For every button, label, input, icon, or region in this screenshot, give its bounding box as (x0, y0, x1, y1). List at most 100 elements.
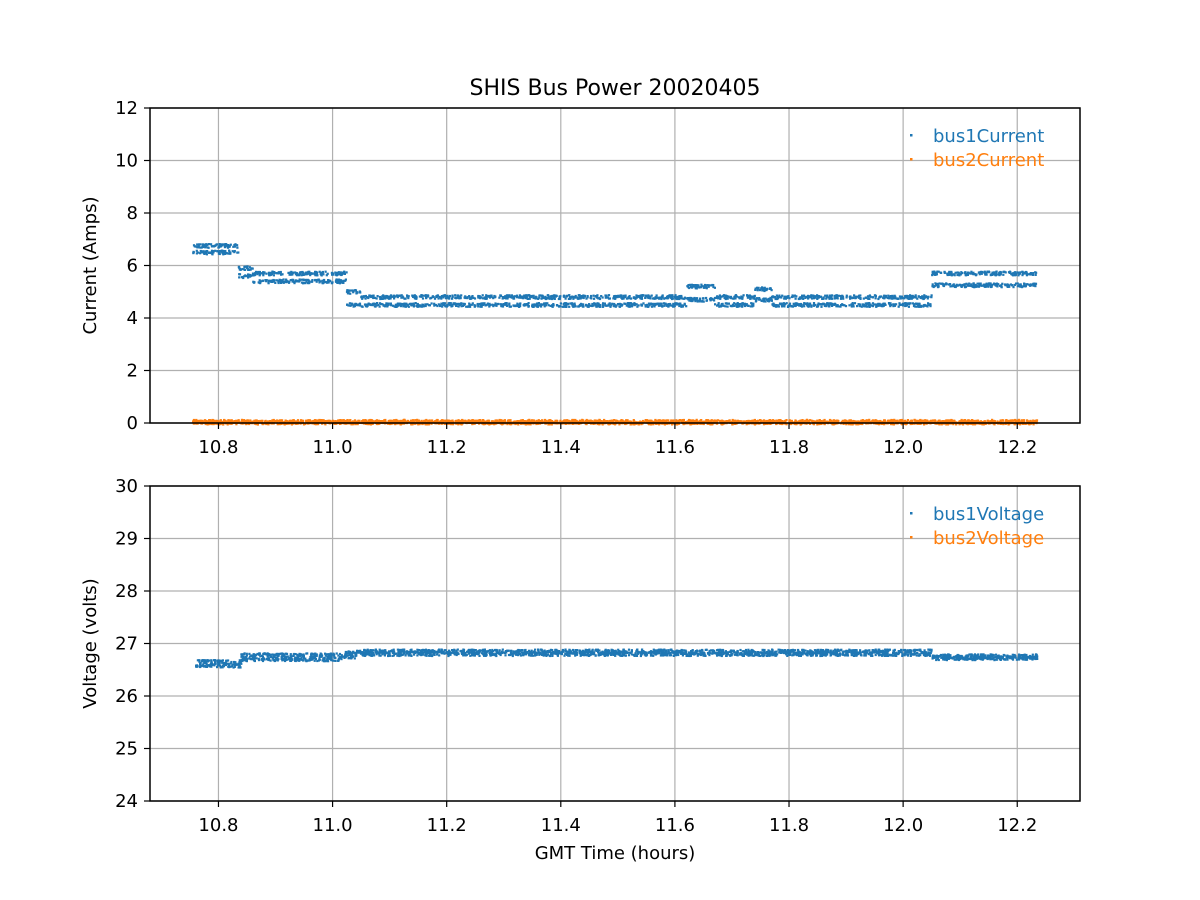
current-point-bus1Current (421, 297, 425, 300)
current-point-bus1Current (523, 303, 526, 306)
current-point-bus1Current (864, 302, 867, 305)
current-point-bus1Current (707, 284, 711, 287)
current-point-bus2Current (230, 419, 233, 422)
current-point-bus1Current (303, 273, 306, 276)
current-point-bus1Current (764, 300, 767, 303)
current-point-bus1Current (625, 297, 629, 300)
current-point-bus1Current (803, 302, 806, 305)
current-point-bus1Current (561, 305, 564, 308)
current-point-bus1Current (690, 285, 693, 288)
current-point-bus2Current (292, 419, 295, 422)
current-point-bus1Current (623, 295, 626, 299)
current-point-bus1Current (851, 297, 854, 300)
current-point-bus1Current (754, 288, 757, 291)
current-point-bus1Current (595, 295, 598, 298)
current-point-bus1Current (535, 296, 538, 299)
current-point-bus1Current (869, 295, 872, 298)
current-point-bus1Current (616, 296, 619, 299)
current-point-bus1Current (199, 252, 202, 255)
current-point-bus1Current (635, 296, 638, 299)
current-point-bus1Current (464, 295, 467, 298)
current-point-bus1Current (492, 297, 495, 300)
current-point-bus1Current (849, 297, 852, 300)
current-point-bus2Current (999, 419, 1002, 422)
current-point-bus1Current (228, 249, 231, 252)
current-point-bus2Current (731, 423, 734, 426)
current-point-bus1Current (426, 303, 429, 306)
current-point-bus1Current (550, 297, 553, 300)
current-point-bus2Current (940, 420, 944, 423)
current-point-bus1Current (463, 296, 466, 299)
current-point-bus1Current (418, 295, 421, 298)
current-point-bus1Current (718, 294, 721, 297)
current-point-bus1Current (602, 302, 605, 305)
current-point-bus1Current (197, 244, 200, 247)
current-point-bus1Current (382, 304, 385, 307)
current-point-bus1Current (316, 274, 319, 277)
current-point-bus1Current (429, 297, 432, 300)
current-point-bus1Current (208, 243, 211, 246)
current-point-bus1Current (803, 305, 806, 308)
current-point-bus2Current (803, 420, 807, 423)
current-point-bus1Current (410, 303, 413, 306)
current-point-bus1Current (245, 266, 249, 270)
current-point-bus1Current (1027, 273, 1030, 276)
current-point-bus2Current (965, 422, 968, 425)
current-point-bus1Current (589, 296, 592, 299)
current-point-bus2Current (745, 423, 748, 426)
current-point-bus1Current (210, 251, 213, 254)
current-point-bus1Current (400, 294, 403, 297)
current-point-bus2Current (475, 420, 478, 423)
current-point-bus1Current (624, 296, 627, 299)
current-point-bus1Current (999, 273, 1002, 276)
current-point-bus1Current (376, 302, 379, 305)
current-point-bus1Current (295, 272, 298, 275)
current-point-bus2Current (913, 418, 916, 421)
current-point-bus1Current (406, 304, 409, 307)
current-point-bus1Current (804, 296, 807, 299)
current-point-bus1Current (993, 273, 996, 276)
current-point-bus1Current (660, 302, 663, 305)
current-point-bus1Current (512, 297, 515, 300)
current-point-bus1Current (840, 303, 843, 306)
current-point-bus1Current (443, 294, 446, 297)
current-point-bus1Current (192, 244, 196, 247)
current-point-bus2Current (216, 420, 219, 423)
current-point-bus1Current (1026, 283, 1029, 286)
current-point-bus1Current (393, 297, 396, 300)
current-point-bus1Current (238, 273, 242, 276)
current-point-bus1Current (797, 297, 800, 301)
current-point-bus1Current (524, 294, 527, 297)
current-point-bus1Current (247, 273, 250, 276)
current-point-bus1Current (921, 297, 924, 300)
current-point-bus1Current (769, 287, 772, 290)
current-point-bus1Current (420, 294, 423, 297)
current-point-bus1Current (803, 294, 806, 297)
current-point-bus1Current (828, 305, 831, 308)
current-point-bus1Current (1021, 274, 1024, 277)
current-point-bus2Current (919, 419, 922, 422)
current-point-bus1Current (558, 296, 562, 300)
current-point-bus1Current (755, 299, 758, 302)
current-point-bus1Current (195, 249, 198, 252)
current-point-bus1Current (725, 302, 728, 305)
current-point-bus2Current (742, 420, 745, 423)
current-point-bus2Current (942, 420, 945, 423)
current-point-bus1Current (1032, 284, 1035, 287)
current-point-bus1Current (688, 283, 691, 286)
current-point-bus1Current (670, 297, 674, 301)
current-point-bus2Current (789, 420, 792, 423)
current-point-bus1Current (726, 305, 729, 308)
current-point-bus1Current (668, 294, 671, 297)
current-point-bus1Current (441, 305, 444, 308)
current-point-bus1Current (963, 271, 966, 275)
current-point-bus1Current (311, 279, 314, 282)
current-point-bus1Current (1015, 282, 1018, 285)
current-point-bus1Current (905, 304, 908, 307)
current-point-bus1Current (424, 304, 427, 307)
current-point-bus1Current (966, 273, 969, 276)
current-point-bus1Current (468, 295, 471, 298)
current-point-bus2Current (710, 419, 713, 422)
current-point-bus2Current (490, 420, 493, 423)
current-point-bus1Current (955, 283, 958, 286)
